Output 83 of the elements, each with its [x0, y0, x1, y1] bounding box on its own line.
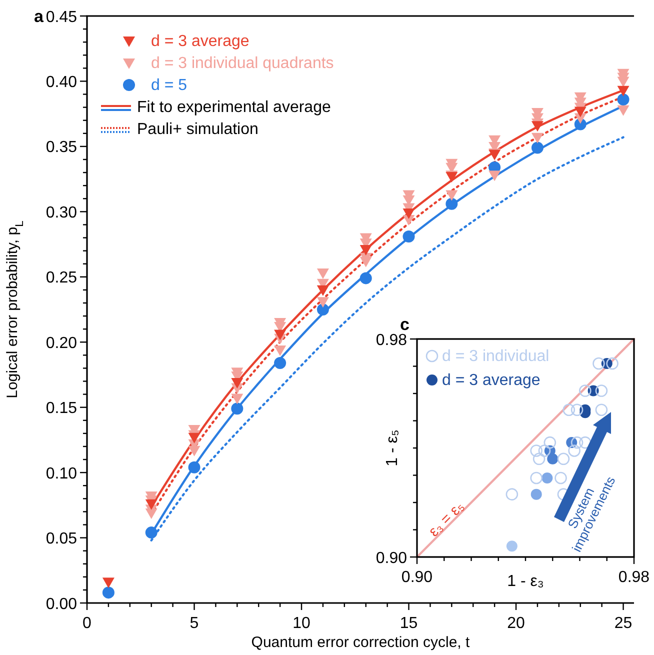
point	[544, 436, 556, 449]
point	[145, 526, 158, 539]
y-tick-label: 0.30	[46, 204, 78, 222]
point	[617, 76, 630, 88]
point	[530, 488, 542, 500]
point	[562, 404, 576, 416]
legend-label: d = 3 individual quadrants	[151, 55, 334, 72]
point	[595, 384, 608, 397]
x-tick-label: 15	[400, 615, 418, 632]
point	[231, 378, 244, 389]
point	[145, 499, 158, 510]
point	[506, 488, 518, 500]
point	[360, 256, 372, 268]
x-tick-label: 20	[507, 615, 526, 632]
point	[316, 268, 329, 279]
point	[188, 461, 200, 474]
point	[316, 304, 329, 316]
x-axis-title: 1 - ε₃	[507, 573, 544, 590]
point	[570, 404, 584, 416]
point	[488, 170, 501, 182]
y-tick-label: 0.45	[46, 8, 78, 26]
text: a	[34, 7, 44, 26]
point	[617, 105, 630, 116]
legend-label: Pauli+ simulation	[137, 121, 258, 138]
annotation: c	[400, 315, 410, 334]
y-tick-label: 0.40	[46, 74, 78, 91]
point	[446, 198, 458, 210]
point	[617, 86, 630, 96]
point	[274, 345, 286, 356]
point	[145, 508, 158, 519]
point	[606, 357, 618, 370]
point	[595, 404, 608, 416]
x-axis-title: Quantum error correction cycle, t	[251, 634, 471, 651]
x-tick-label: 5	[190, 615, 199, 632]
point	[231, 402, 244, 415]
point	[402, 208, 415, 219]
legend-label: Fit to experimental average	[137, 99, 331, 116]
y-axis-title: 1 - ε₅	[384, 430, 401, 466]
point	[538, 444, 551, 457]
point	[231, 394, 244, 404]
y-tick-label: 0.05	[46, 530, 78, 548]
point	[531, 132, 544, 144]
point	[579, 384, 592, 397]
x-tick-label: 0	[82, 615, 92, 632]
point	[102, 586, 114, 599]
y-tick-label: 0.25	[46, 270, 78, 287]
point	[188, 446, 200, 456]
point	[402, 230, 415, 242]
point	[102, 578, 114, 588]
point	[188, 432, 200, 444]
legend-label: d = 3 average	[151, 33, 250, 50]
point	[547, 453, 558, 464]
point	[316, 297, 329, 308]
x-tick-label: 10	[292, 615, 311, 632]
annotation: ε₃ = ε₅	[425, 498, 468, 540]
point	[554, 472, 567, 484]
point	[274, 356, 286, 369]
point	[506, 540, 518, 552]
point	[617, 93, 630, 106]
point	[360, 272, 372, 284]
y-tick-label: 0.10	[46, 465, 78, 482]
point	[574, 106, 586, 118]
point	[568, 444, 580, 457]
point	[532, 452, 546, 466]
y-tick-label: 0.15	[46, 400, 78, 418]
legend-label: d = 3 average	[442, 372, 540, 389]
y-tick-label: 0.00	[46, 596, 78, 613]
point	[570, 436, 584, 449]
point	[360, 244, 372, 256]
x-tick-label: 25	[614, 615, 632, 632]
y-tick-label: 0.20	[46, 334, 78, 352]
point	[557, 452, 570, 466]
point	[542, 472, 553, 484]
point	[530, 444, 542, 457]
legend-label: d = 3 individual	[442, 348, 550, 365]
point	[446, 190, 458, 201]
point	[531, 121, 544, 132]
y-tick-label: 0.35	[46, 139, 78, 156]
point	[531, 142, 544, 154]
point	[592, 357, 605, 370]
point	[530, 472, 542, 484]
legend-label: d = 5	[151, 77, 188, 94]
point	[274, 330, 286, 340]
